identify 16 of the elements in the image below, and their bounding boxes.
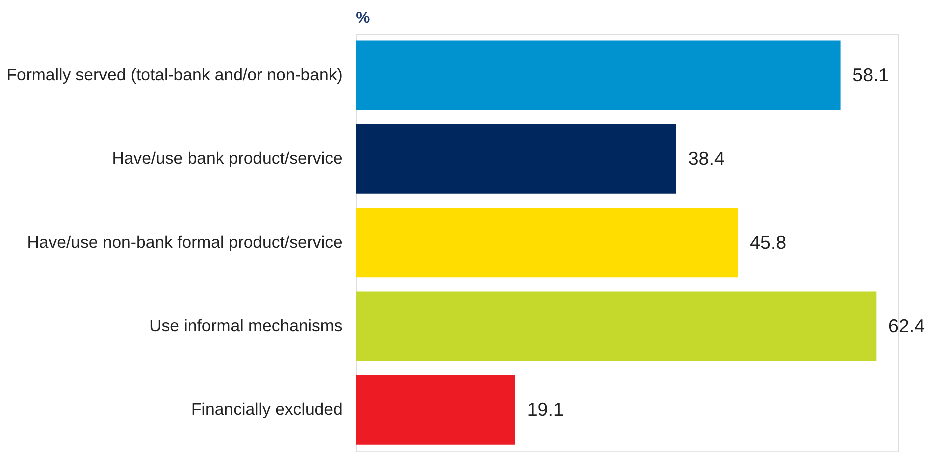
data-label: 19.1 — [527, 399, 564, 420]
y-tick-label: Have/use non-bank formal product/service — [27, 232, 343, 252]
data-label: 38.4 — [688, 148, 725, 170]
y-tick-label: Formally served (total-bank and/or non-bank) — [6, 65, 343, 84]
y-tick-label: Have/use bank product/service — [112, 149, 343, 168]
bar — [356, 208, 738, 278]
data-label: 45.8 — [750, 232, 787, 253]
y-tick-label: Use informal mechanisms — [150, 316, 343, 336]
bar — [356, 375, 516, 445]
bar — [356, 292, 877, 362]
bar — [356, 124, 676, 194]
data-label: 62.4 — [888, 315, 926, 336]
bar — [356, 40, 841, 110]
data-label: 58.1 — [852, 64, 890, 86]
chart-title: % — [356, 10, 370, 28]
y-tick-label: Financially excluded — [192, 400, 343, 420]
